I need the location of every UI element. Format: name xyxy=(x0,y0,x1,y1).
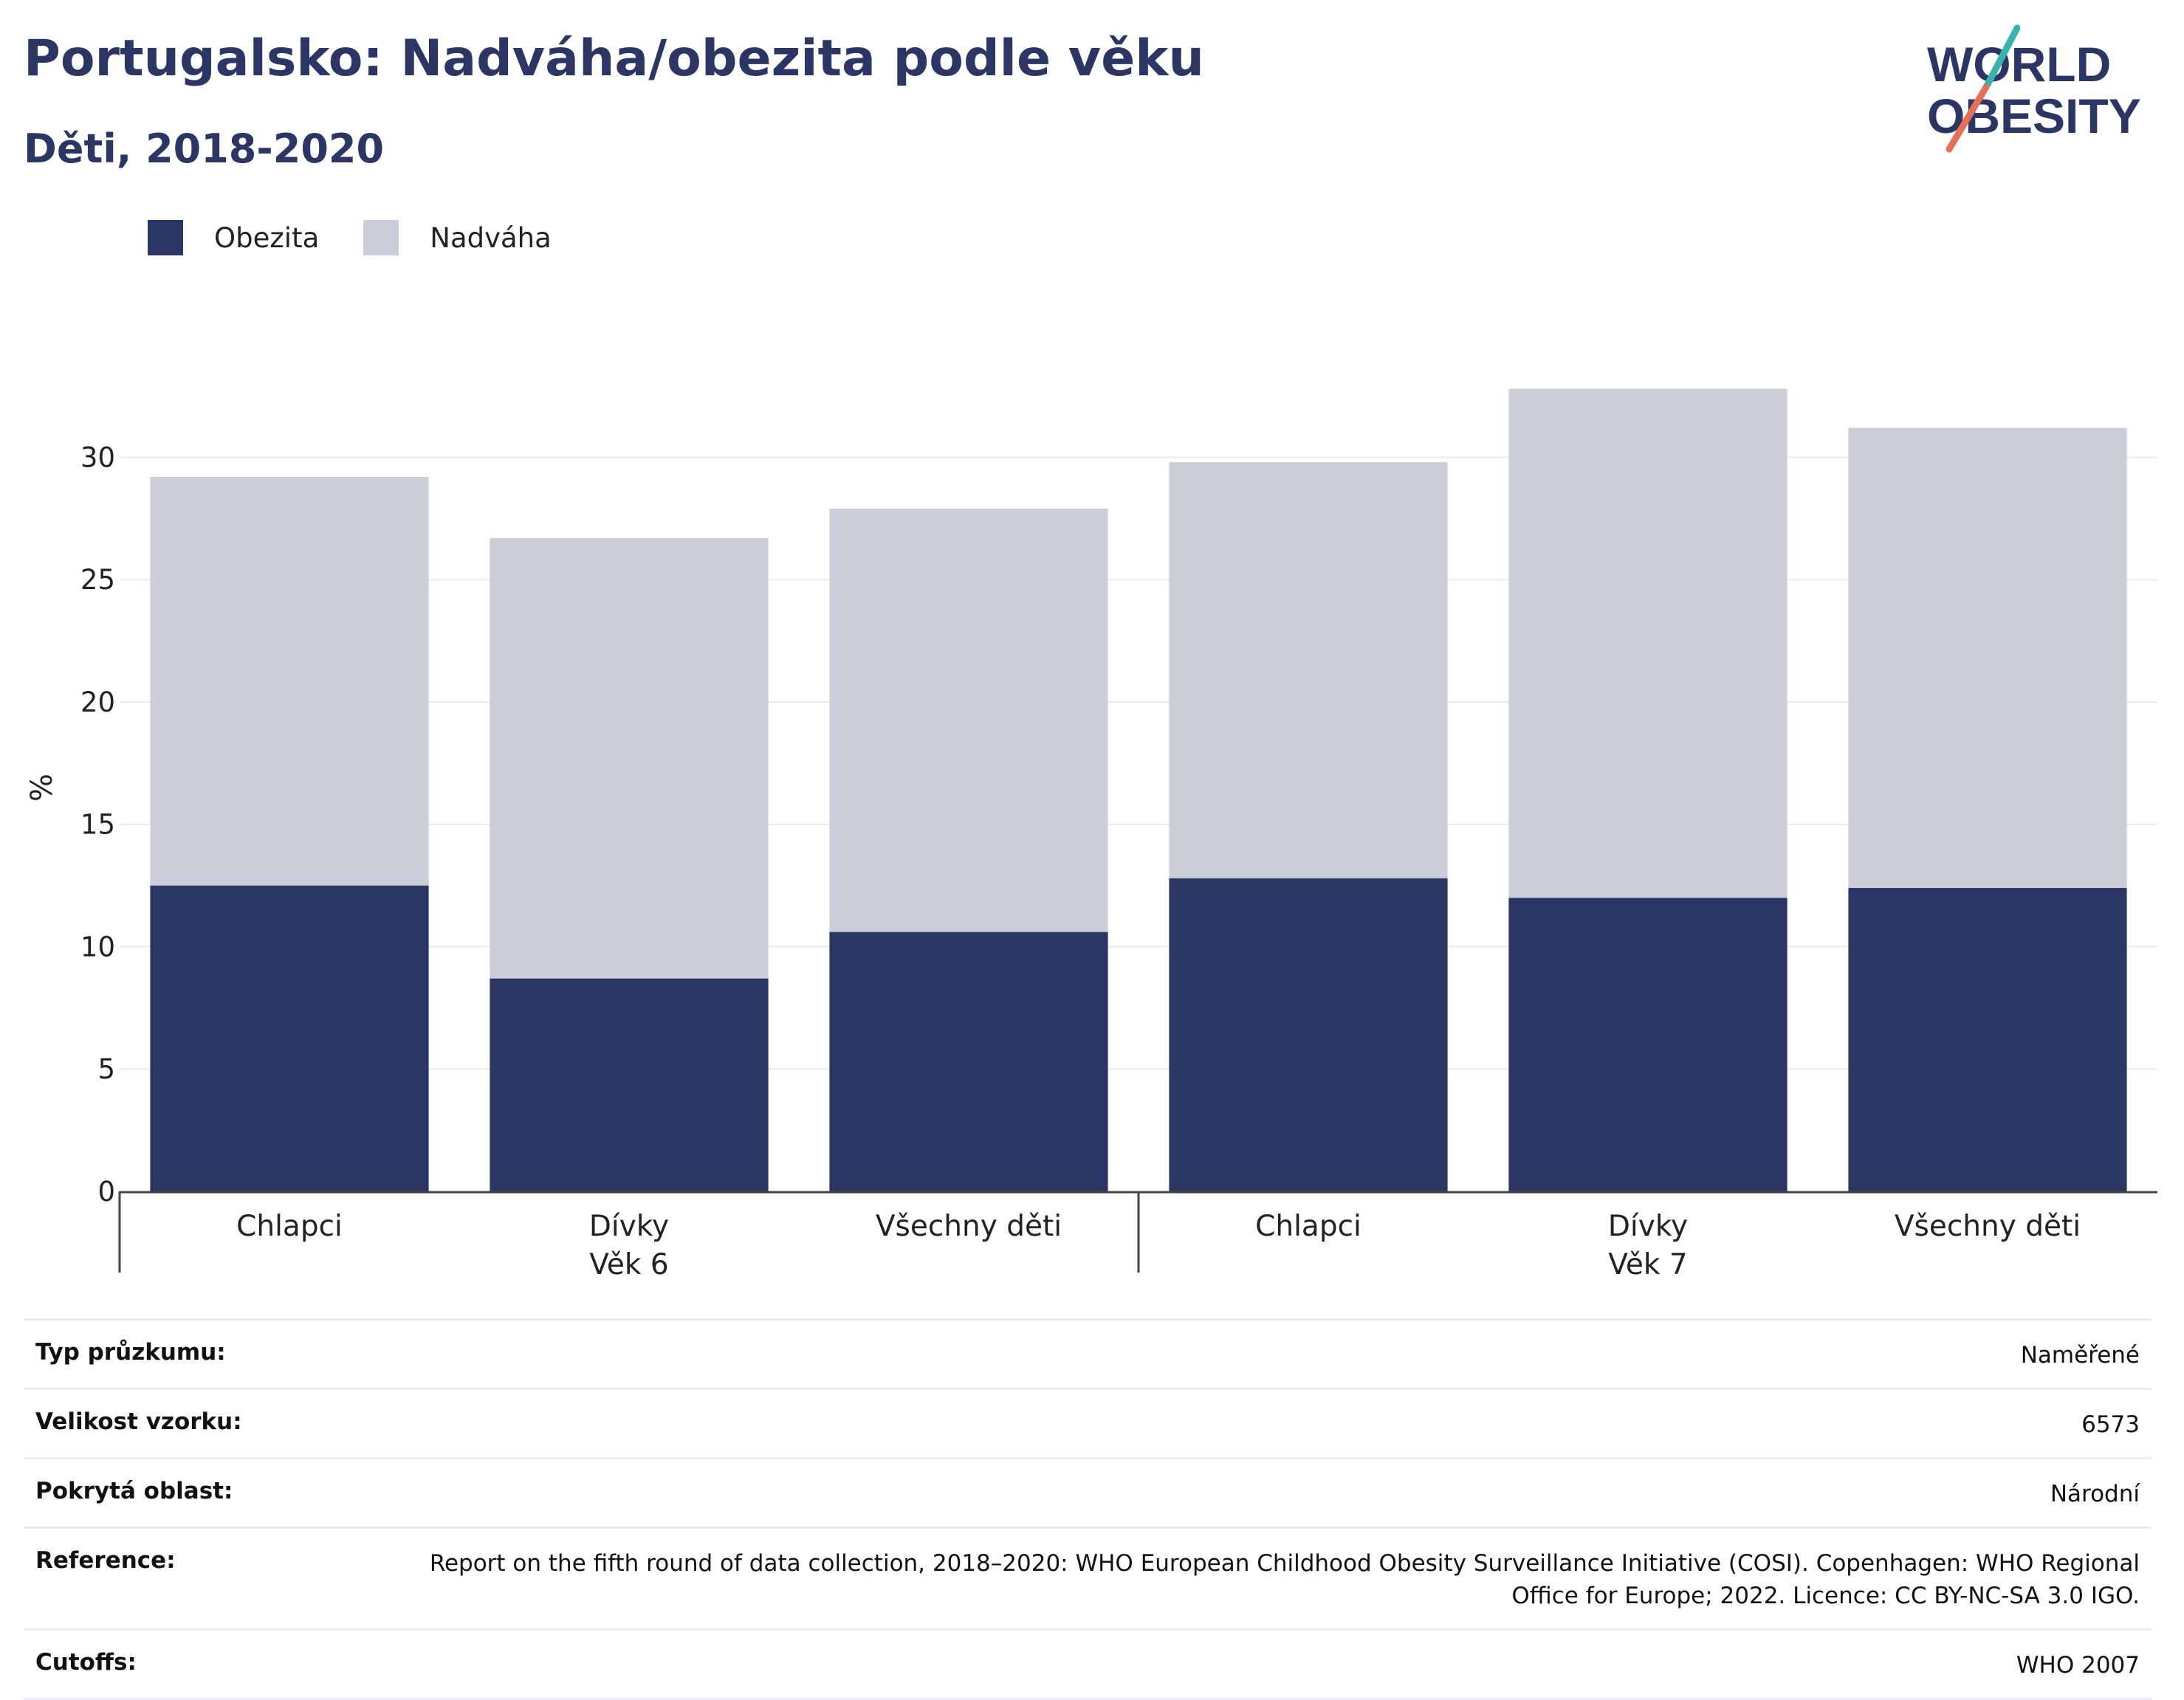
group-label: Věk 6 xyxy=(589,1248,668,1281)
metadata-value: Národní xyxy=(2050,1481,2140,1507)
bar-obezita xyxy=(150,885,429,1191)
bar-obezita xyxy=(1848,887,2127,1191)
y-tick-label: 15 xyxy=(80,809,115,841)
metadata-value: Naměřené xyxy=(2020,1342,2140,1369)
x-tick-label: Chlapci xyxy=(1255,1210,1361,1243)
bar-nadvaha xyxy=(490,537,769,979)
legend-item-nadvaha[interactable]: Nadváha xyxy=(363,220,552,255)
stacked-bar-chart: 0 5 10 15 20 25 30% Chlapci Dívky Všechny děti Chl… xyxy=(25,388,2157,1281)
metadata-key: Pokrytá oblast: xyxy=(35,1478,233,1504)
bar-nadvaha xyxy=(150,476,429,886)
y-tick-label: 30 xyxy=(80,441,115,473)
metadata-value: WHO 2007 xyxy=(2016,1652,2140,1679)
world-obesity-logo: WORLD OBESITY xyxy=(1927,24,2141,153)
y-tick-label: 5 xyxy=(97,1053,115,1085)
legend-item-obezita[interactable]: Obezita xyxy=(148,220,319,255)
bar-nadvaha xyxy=(1848,427,2127,888)
legend-swatch-obezita xyxy=(148,220,183,255)
metadata-row: Cutoffs: WHO 2007 xyxy=(24,1631,2152,1700)
group-label: Věk 7 xyxy=(1608,1248,1687,1281)
bar-obezita xyxy=(1508,898,1788,1191)
chart-title: Portugalsko: Nadváha/obezita podle věku xyxy=(24,30,1204,88)
x-tick-label: Dívky xyxy=(1608,1210,1688,1243)
svg-text:OBESITY: OBESITY xyxy=(1927,89,2141,143)
legend-swatch-nadvaha xyxy=(363,220,399,255)
metadata-key: Cutoffs: xyxy=(35,1649,137,1676)
x-tick-label: Všechny děti xyxy=(1895,1210,2081,1243)
bar-nadvaha xyxy=(829,509,1108,932)
metadata-row: Reference: Report on the fifth round of … xyxy=(24,1529,2152,1631)
y-tick-label: 0 xyxy=(97,1176,115,1208)
bar-nadvaha xyxy=(1508,388,1788,898)
metadata-key: Velikost vzorku: xyxy=(35,1408,242,1435)
y-tick-label: 20 xyxy=(80,686,115,718)
x-tick-label: Chlapci xyxy=(236,1210,343,1243)
metadata-row: Typ průzkumu: Naměřené xyxy=(24,1321,2152,1390)
metadata-row: Velikost vzorku: 6573 xyxy=(24,1390,2152,1459)
metadata-row: Pokrytá oblast: Národní xyxy=(24,1459,2152,1529)
metadata-key: Reference: xyxy=(35,1547,176,1574)
bar-obezita xyxy=(1169,878,1448,1191)
legend-label-nadvaha: Nadváha xyxy=(430,221,552,254)
x-tick-label: Dívky xyxy=(589,1210,669,1243)
bar-obezita xyxy=(490,978,769,1191)
survey-metadata-table: Typ průzkumu: Naměřené Velikost vzorku: … xyxy=(24,1318,2152,1700)
metadata-key: Typ průzkumu: xyxy=(35,1339,226,1366)
chart-subtitle: Děti, 2018-2020 xyxy=(24,125,385,172)
svg-text:WORLD: WORLD xyxy=(1927,37,2111,92)
bar-obezita xyxy=(829,932,1108,1191)
chart-legend: Obezita Nadváha xyxy=(148,220,596,255)
legend-label-obezita: Obezita xyxy=(214,221,320,254)
metadata-value: 6573 xyxy=(2081,1411,2140,1438)
y-axis-title: % xyxy=(25,774,59,802)
y-tick-label: 10 xyxy=(80,931,115,963)
metadata-value: Report on the fifth round of data collec… xyxy=(429,1550,2140,1609)
y-tick-label: 25 xyxy=(80,564,115,596)
x-tick-label: Všechny děti xyxy=(876,1210,1062,1243)
bar-nadvaha xyxy=(1169,462,1448,878)
